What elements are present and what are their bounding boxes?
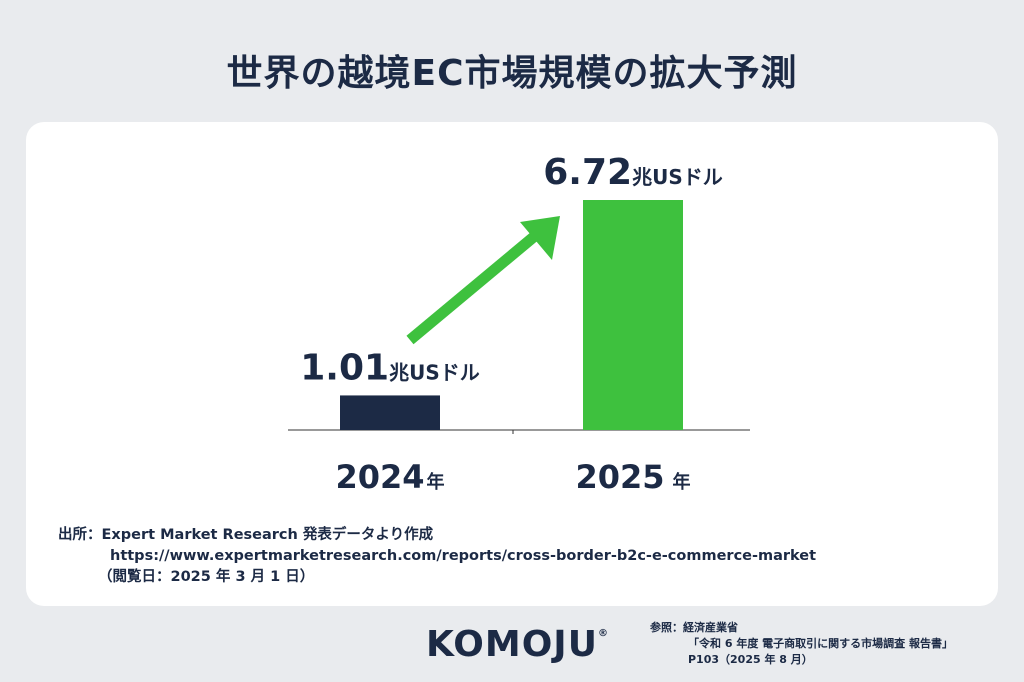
value-unit-1: 兆USドル — [389, 360, 480, 384]
source-note: 出所：Expert Market Research 発表データより作成 http… — [58, 525, 816, 588]
chart-card: 1.01兆USドル 2024 年 6.72兆USドル 2025 年 — [26, 122, 998, 606]
reference-line-3: P103（2025 年 8 月） — [688, 653, 813, 666]
source-url: https://www.expertmarketresearch.com/rep… — [110, 548, 817, 564]
reference-line-1: 参照：経済産業省 — [650, 621, 738, 634]
page-title: 世界の越境EC市場規模の拡大予測 — [226, 53, 798, 94]
reference-note: 参照：経済産業省 「令和 6 年度 電子商取引に関する市場調査 報告書」 P10… — [650, 620, 953, 668]
category-label-1: 2024 年 — [335, 458, 444, 496]
registered-mark: ® — [597, 628, 609, 639]
category-year-2: 2025 — [575, 458, 664, 496]
bar-2 — [583, 200, 683, 430]
value-number-2: 6.72 — [543, 152, 632, 193]
category-label-2: 2025 年 — [575, 458, 690, 496]
value-unit-2: 兆USドル — [632, 165, 723, 189]
category-suffix-2: 年 — [673, 471, 691, 493]
value-label-1: 1.01兆USドル — [300, 347, 479, 388]
bar-1 — [340, 395, 440, 430]
reference-line-2: 「令和 6 年度 電子商取引に関する市場調査 報告書」 — [688, 637, 953, 650]
category-year-1: 2024 — [335, 458, 424, 496]
logo-text: KOMOJU — [426, 624, 598, 665]
value-label-2: 6.72兆USドル — [543, 152, 722, 193]
komoju-logo: KOMOJU® — [426, 624, 609, 665]
trend-arrow-shaft — [406, 225, 546, 345]
trend-arrow-head — [520, 216, 560, 260]
source-access-date: （閲覧日：2025 年 3 月 1 日） — [98, 569, 315, 585]
source-line-1: 出所：Expert Market Research 発表データより作成 — [58, 527, 434, 543]
category-suffix-1: 年 — [427, 471, 445, 493]
value-number-1: 1.01 — [300, 347, 389, 388]
